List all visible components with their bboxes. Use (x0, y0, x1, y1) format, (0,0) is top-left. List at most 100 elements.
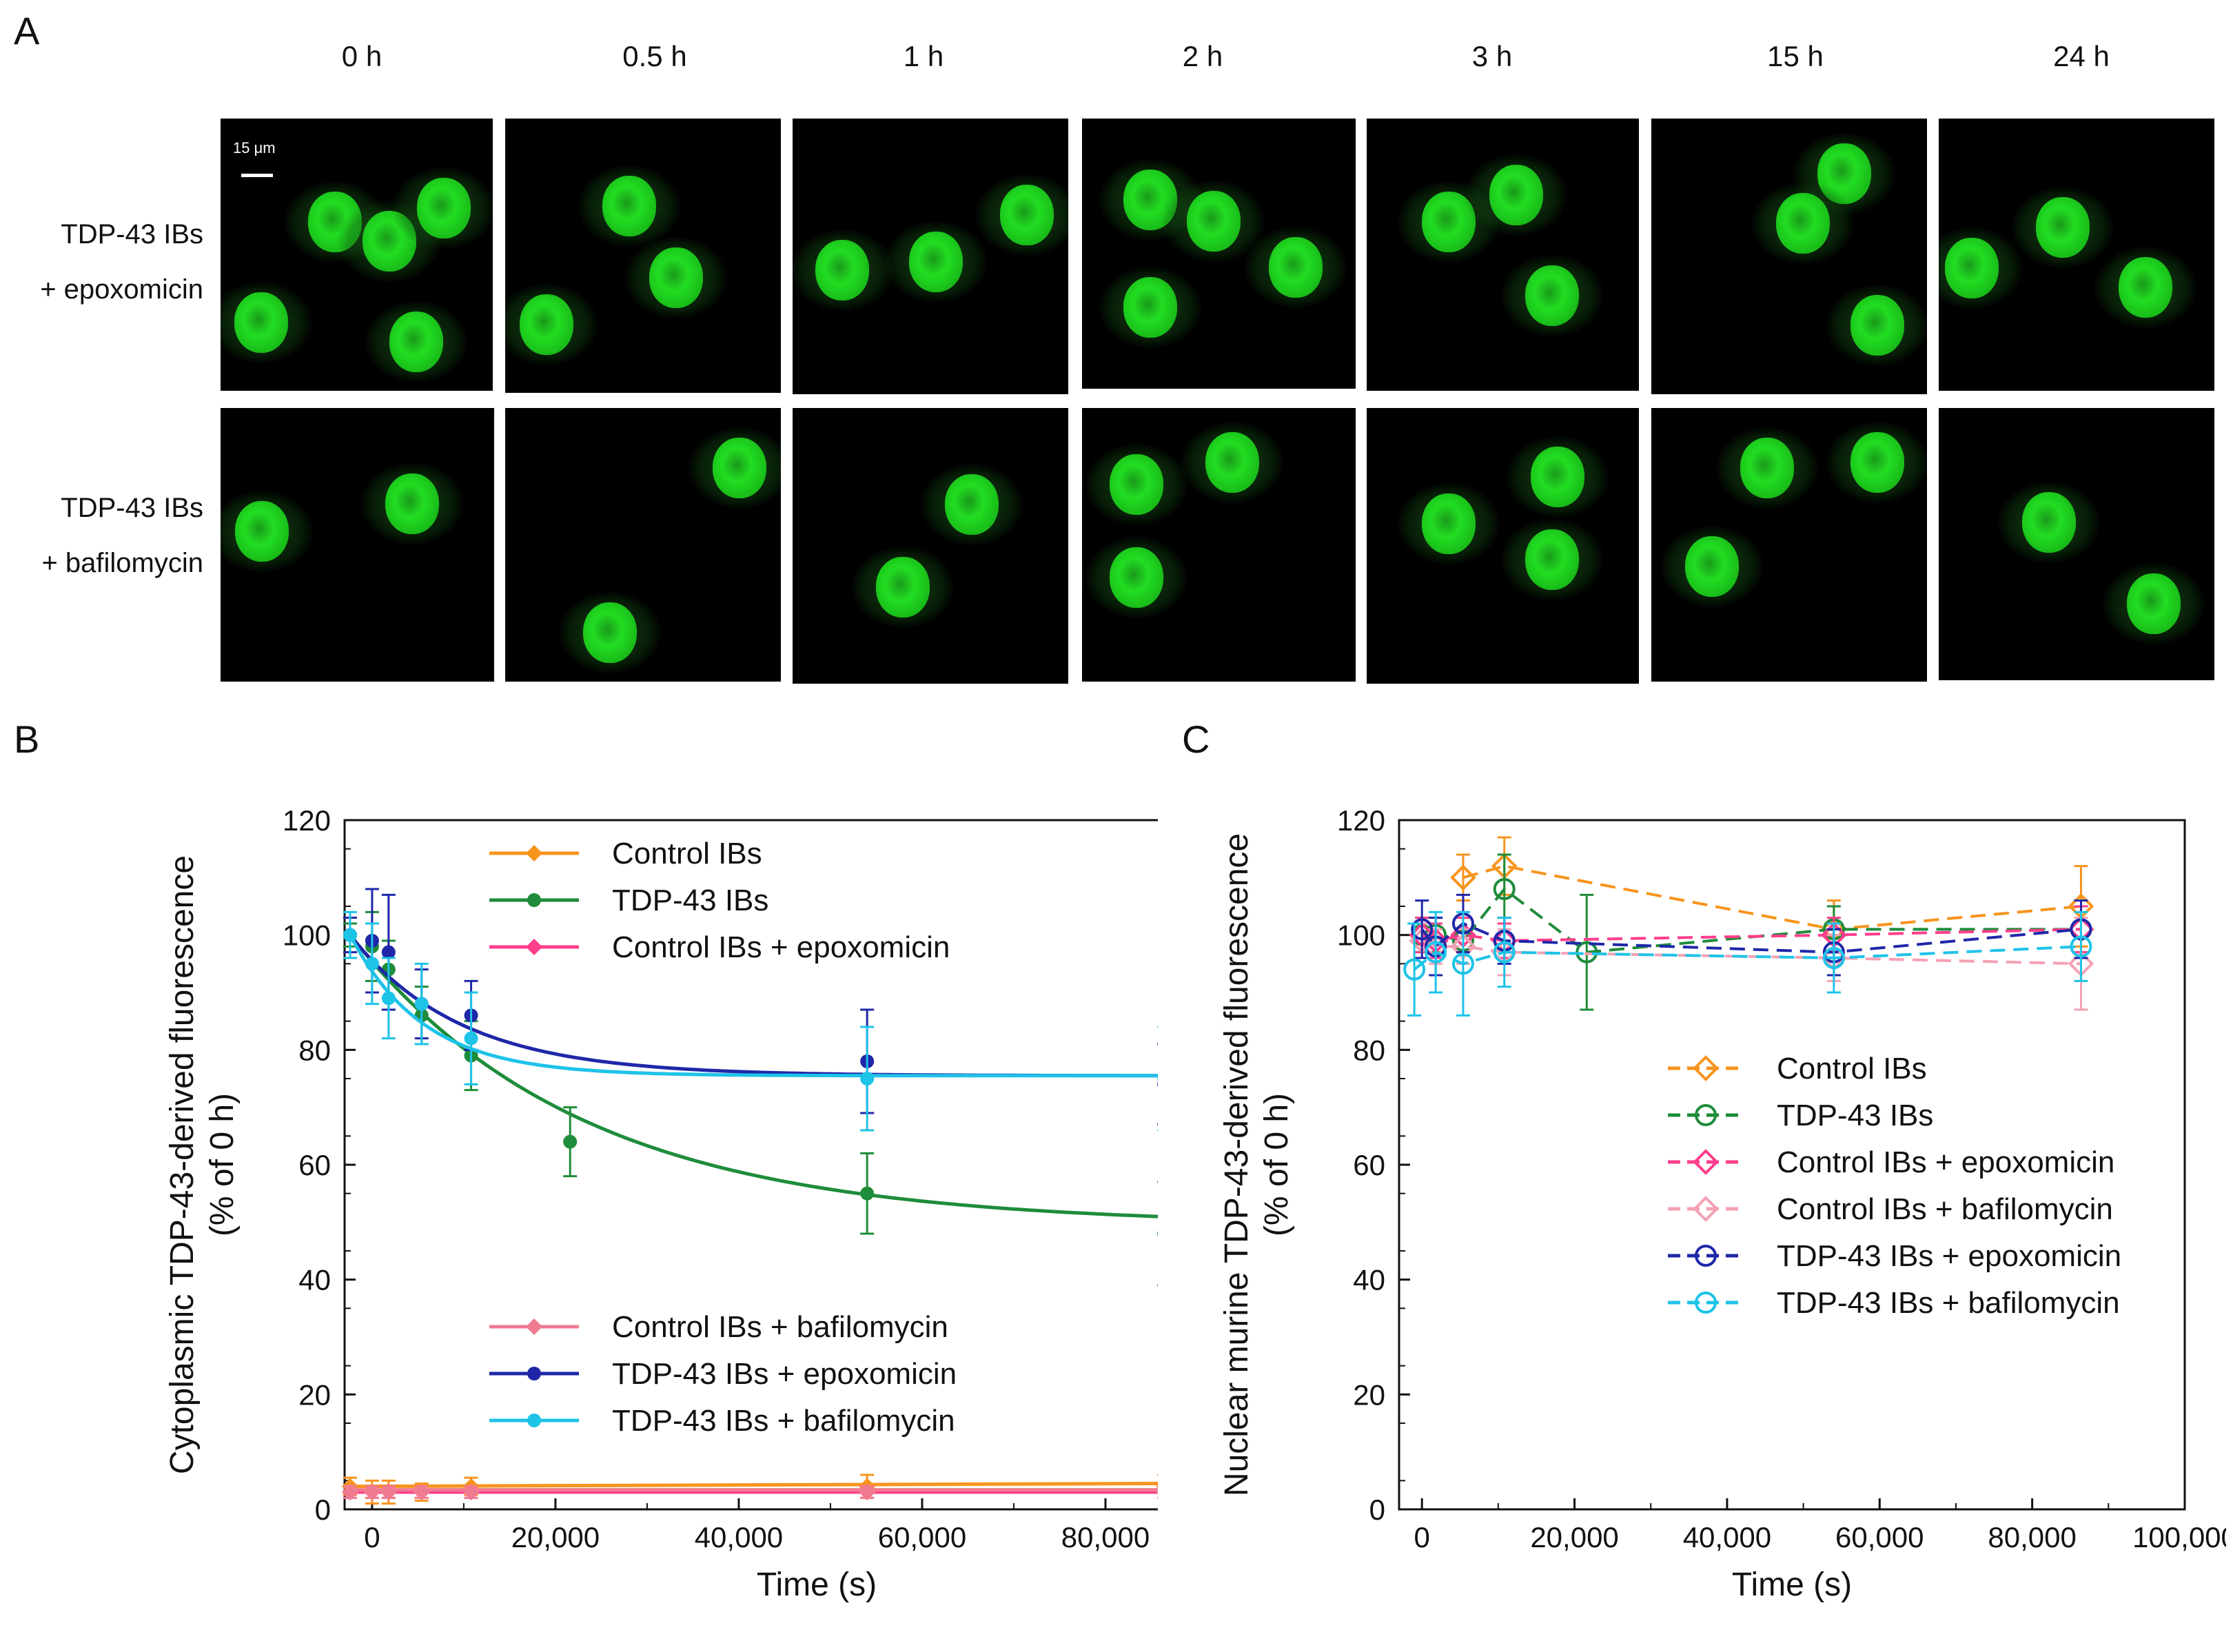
cell-nucleus (520, 294, 573, 355)
legend-label: TDP-43 IBs + bafilomycin (612, 1404, 955, 1438)
micrograph (1082, 408, 1356, 682)
cell-nucleus (909, 232, 963, 292)
legend-label: TDP-43 IBs (612, 884, 768, 917)
panel-a-letter: A (14, 9, 40, 52)
cell-nucleus (602, 176, 656, 237)
data-point (1156, 1490, 1158, 1494)
y-axis-label: Cytoplasmic TDP-43-derived fluorescence (164, 855, 201, 1474)
row-label-epoxomicin: TDP-43 IBs + epoxomicin (7, 207, 203, 317)
data-point (1693, 1055, 1719, 1081)
data-point (380, 1484, 397, 1500)
data-point (859, 1484, 876, 1500)
timepoint-label: 1 h (903, 40, 944, 72)
data-point (1157, 1230, 1158, 1237)
x-tick-label: 80,000 (1988, 1521, 2076, 1553)
cell-nucleus (945, 474, 999, 535)
legend-label: Control IBs (612, 837, 762, 870)
micrograph (1367, 408, 1639, 684)
micrograph (1939, 408, 2214, 680)
data-point (341, 1484, 358, 1500)
fit-curve (349, 934, 1158, 1218)
data-point (1822, 947, 1845, 969)
data-point (1403, 958, 1426, 981)
y-tick-label: 80 (298, 1034, 331, 1066)
data-point (365, 957, 379, 971)
micrograph (793, 408, 1068, 684)
data-point (381, 991, 396, 1006)
y-tick-label: 20 (1353, 1378, 1385, 1411)
timepoint-label: 3 h (1471, 40, 1513, 72)
data-point (1493, 878, 1516, 900)
legend-label: Control IBs + bafilomycin (612, 1310, 948, 1344)
row-label-line1: TDP-43 IBs (61, 493, 203, 523)
row-label-line2: + bafilomycin (41, 548, 203, 578)
micrograph (1651, 408, 1927, 682)
row-label-line1: TDP-43 IBs (61, 219, 203, 249)
series-line (1421, 939, 2081, 966)
timepoint-label: 15 h (1767, 40, 1824, 72)
timepoint-label: 2 h (1182, 40, 1223, 72)
cell-nucleus (1685, 536, 1739, 598)
series-line (1413, 945, 2081, 971)
x-tick-label: 40,000 (695, 1521, 783, 1553)
micrograph (1651, 119, 1927, 394)
y-tick-label: 120 (283, 804, 331, 837)
data-point (527, 893, 541, 907)
data-point (1157, 1075, 1158, 1082)
scale-bar (241, 174, 273, 177)
cell-nucleus (1110, 454, 1164, 516)
cell-nucleus (1525, 265, 1579, 326)
data-point (1695, 1104, 1717, 1126)
y-tick-label: 80 (1353, 1034, 1385, 1066)
cell-nucleus (385, 473, 439, 534)
x-axis-label: Time (s) (1732, 1567, 1852, 1603)
fit-line (349, 1482, 1158, 1489)
micrograph (1367, 119, 1639, 391)
x-tick-label: 60,000 (878, 1521, 966, 1553)
legend-label: TDP-43 IBs (1777, 1099, 1933, 1132)
y-tick-label: 0 (315, 1493, 331, 1526)
legend-label: TDP-43 IBs + epoxomicin (612, 1357, 957, 1391)
data-point (1493, 941, 1516, 963)
micrograph (505, 119, 781, 393)
x-tick-label: 0 (1414, 1521, 1430, 1553)
y-tick-label: 20 (298, 1378, 331, 1411)
cell-nucleus (1205, 432, 1260, 493)
data-point (563, 1134, 578, 1149)
cell-nucleus (876, 557, 930, 618)
panel-b-letter: B (14, 717, 40, 761)
y-tick-label: 0 (1369, 1493, 1385, 1526)
cell-nucleus (2036, 197, 2090, 258)
series-line (1462, 864, 2081, 931)
data-point (462, 1484, 480, 1500)
data-point (363, 1484, 380, 1500)
cell-nucleus (713, 438, 766, 499)
y-axis-label: Nuclear murine TDP-43-derived fluorescen… (1219, 833, 1255, 1496)
cell-nucleus (1268, 236, 1323, 298)
cell-nucleus (2127, 573, 2181, 635)
y-tick-label: 40 (1353, 1264, 1385, 1296)
y-tick-label: 60 (1353, 1149, 1385, 1181)
chart-b: 0 20 40 60 80 100 120 0 20,000 40,000 60,000 80,000… (164, 804, 1158, 1603)
x-tick-label: 100,000 (2132, 1521, 2226, 1553)
cell-nucleus (389, 311, 444, 372)
micrograph (1082, 119, 1356, 389)
data-point (860, 1186, 875, 1201)
legend-label: TDP-43 IBs + bafilomycin (1777, 1286, 2120, 1320)
chart-c: 0 20 40 60 80 100 120 0 20,000 40,000 60,000 80,000… (1219, 804, 2226, 1603)
data-point (381, 945, 396, 959)
cell-nucleus (1850, 432, 1904, 493)
data-point (527, 1414, 541, 1427)
scale-bar-label: 15 μm (233, 139, 276, 156)
series-line (1421, 928, 2081, 943)
cell-nucleus (1123, 277, 1178, 338)
cell-nucleus (1489, 164, 1544, 225)
cell-nucleus (1110, 547, 1164, 609)
data-point (860, 1072, 875, 1085)
panel-c-letter: C (1182, 717, 1210, 761)
y-axis-label-units: (% of 0 h) (1258, 1093, 1295, 1236)
data-point (1411, 918, 1434, 941)
data-point (526, 939, 542, 955)
micrograph: 15 μm (221, 119, 493, 391)
